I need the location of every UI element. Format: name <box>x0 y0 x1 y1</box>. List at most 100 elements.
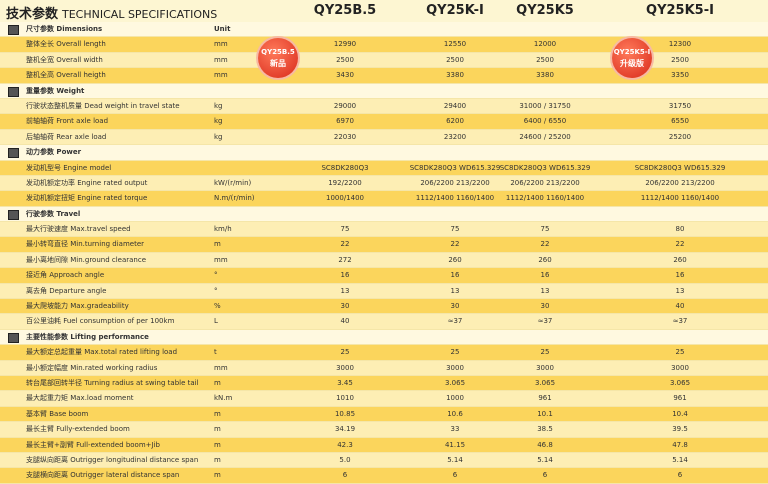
spec-value: 25200 <box>668 132 692 141</box>
spec-value: SC8DK280Q3 WD615.329 <box>634 163 726 172</box>
badge-model: QY25K5-Ⅰ <box>613 48 651 56</box>
spec-value: 272 <box>338 255 352 264</box>
spec-value: 12990 <box>333 40 357 49</box>
section-row: 主要性能参数 Lifting performance <box>0 329 768 346</box>
spec-value: 40 <box>340 317 350 326</box>
title-cn: 技术参数 <box>6 7 59 22</box>
spec-value: 24600 / 25200 <box>519 132 571 141</box>
spec-value: 3.065 <box>444 378 466 387</box>
section-title: 主要性能参数 Lifting performance <box>26 332 149 341</box>
spec-unit: L <box>214 317 218 326</box>
badge: QY25B.5 新品 <box>258 38 298 78</box>
spec-value: 10.4 <box>672 409 688 418</box>
spec-unit: mm <box>214 55 228 64</box>
spec-row: 发动机型号 Engine model SC8DK280Q3 SC8DK280Q3 W… <box>0 160 768 176</box>
spec-value: ≈37 <box>537 317 553 326</box>
spec-value: 3.065 <box>534 378 556 387</box>
spec-value: 6200 <box>446 117 464 126</box>
spec-value: 16 <box>340 271 350 280</box>
spec-value: 29400 <box>443 101 467 110</box>
spec-value: 1112/1400 1160/1400 <box>415 194 495 203</box>
spec-label: 最大额定总起重量 Max.total rated lifting load <box>26 348 178 357</box>
section-title: 重量参数 Weight <box>26 86 85 95</box>
spec-row: 最大爬坡能力 Max.gradeability% 30 30 30 40 <box>0 299 768 315</box>
spec-label: 支腿横向距离 Outrigger lateral distance span <box>26 471 180 480</box>
spec-value: 961 <box>538 394 552 403</box>
spec-label: 整机全宽 Overall width <box>26 55 103 64</box>
page: 技术参数 TECHNICAL SPECIFICATIONS QY25B.5 QY25… <box>0 3 768 484</box>
spec-value: 260 <box>538 255 552 264</box>
spec-value: 22 <box>540 240 550 249</box>
spec-unit: ° <box>214 271 218 280</box>
spec-label: 最长主臂+副臂 Full-extended boom+Jib <box>26 440 160 449</box>
spec-value: 13 <box>450 286 460 295</box>
spec-value: 12000 <box>533 40 557 49</box>
spec-value: 206/2200 213/2200 <box>510 178 580 187</box>
spec-table: 尺寸参数 Dimensions Unit 整体全长 Overall length mm… <box>0 22 768 484</box>
unit-header: Unit <box>214 25 231 33</box>
spec-value: 25 <box>450 348 460 357</box>
spec-value: 12550 <box>443 40 467 49</box>
spec-value: 260 <box>448 255 462 264</box>
spec-unit: m <box>214 378 221 387</box>
spec-value: 10.1 <box>537 409 553 418</box>
spec-unit: kW/(r/min) <box>214 178 252 187</box>
spec-value: 41.15 <box>444 440 466 449</box>
spec-value: 13 <box>540 286 550 295</box>
spec-label: 基本臂 Base boom <box>26 409 89 418</box>
section-icon <box>8 25 19 35</box>
spec-value: 6 <box>452 471 458 480</box>
spec-value: 30 <box>450 302 460 311</box>
spec-row: 前轴轴荷 Front axle load kg 6970 6200 6400 / 655… <box>0 114 768 130</box>
section-icon <box>8 332 19 343</box>
section-row: 动力参数 Power <box>0 145 768 161</box>
spec-unit: mm <box>214 363 228 372</box>
spec-unit: kg <box>214 132 223 141</box>
spec-value: 39.5 <box>672 425 688 434</box>
spec-value: 260 <box>673 255 687 264</box>
spec-value: 206/2200 213/2200 <box>645 178 715 187</box>
spec-row: 后轴轴荷 Rear axle load kg 22030 23200 24600 / 2… <box>0 129 768 146</box>
spec-value: 3000 <box>536 363 554 372</box>
spec-value: 30 <box>340 302 350 311</box>
spec-unit: mm <box>214 255 228 264</box>
spec-value: 29000 <box>333 101 357 110</box>
spec-value: 6550 <box>671 117 689 126</box>
spec-unit: m <box>214 409 221 418</box>
spec-value: 25 <box>675 348 685 357</box>
spec-value: 16 <box>540 271 550 280</box>
spec-row: 离去角 Departure angle ° 13 13 13 13 <box>0 283 768 300</box>
spec-label: 最长主臂 Fully-extended boom <box>26 425 130 434</box>
spec-value: 1112/1400 1160/1400 <box>640 194 720 203</box>
section-icon <box>8 148 19 159</box>
spec-value: 25 <box>540 348 550 357</box>
spec-row: 最大额定总起重量 Max.total rated lifting load t 25… <box>0 345 768 361</box>
spec-label: 最大行驶速度 Max.travel speed <box>26 225 131 234</box>
spec-value: 33 <box>450 425 460 434</box>
spec-value: 31000 / 31750 <box>519 101 571 110</box>
spec-value: SC8DK280Q3 <box>321 163 369 172</box>
spec-value: 3.065 <box>669 378 691 387</box>
spec-label: 发动机额定扭矩 Engine rated torque <box>26 194 148 203</box>
spec-row: 最长主臂 Fully-extended boom m 34.19 33 38.5 39.5 <box>0 422 768 438</box>
spec-value: 34.19 <box>334 425 356 434</box>
title: 技术参数 TECHNICAL SPECIFICATIONS <box>6 3 217 22</box>
spec-value: 23200 <box>443 132 467 141</box>
spec-unit: m <box>214 240 221 249</box>
spec-value: 961 <box>673 394 687 403</box>
spec-value: 16 <box>675 271 685 280</box>
spec-value: 1010 <box>336 394 354 403</box>
spec-label: 接近角 Approach angle <box>26 271 105 280</box>
spec-unit: kg <box>214 117 223 126</box>
spec-unit: N.m/(r/min) <box>214 194 255 203</box>
spec-row: 最大起重力矩 Max.load moment kN.m 1010 1000 961 961 <box>0 391 768 407</box>
spec-label: 后轴轴荷 Rear axle load <box>26 132 107 141</box>
spec-row: 百公里油耗 Fuel consumption of per 100km L 40 ≈3… <box>0 314 768 330</box>
spec-value: 10.85 <box>334 409 356 418</box>
spec-value: 192/2200 <box>328 178 362 187</box>
spec-value: 2500 <box>671 55 689 64</box>
spec-value: 13 <box>675 286 685 295</box>
spec-unit: m <box>214 471 221 480</box>
spec-value: 40 <box>675 302 685 311</box>
spec-value: 5.14 <box>537 455 553 464</box>
